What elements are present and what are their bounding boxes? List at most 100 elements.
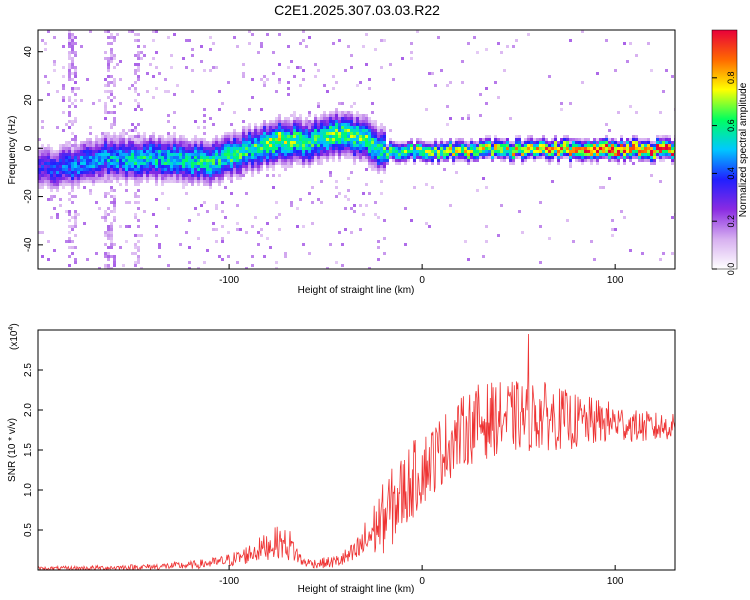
heatmap-cell (230, 180, 233, 183)
heatmap-cell (602, 156, 605, 159)
heatmap-cell (413, 150, 416, 153)
heatmap-cell (110, 33, 113, 36)
heatmap-cell (398, 156, 401, 159)
heatmap-cell (626, 147, 629, 150)
heatmap-cell (254, 156, 257, 159)
heatmap-cell (62, 45, 65, 48)
heatmap-cell (650, 159, 653, 162)
heatmap-cell (602, 141, 605, 144)
heatmap-cell (491, 153, 494, 156)
heatmap-cell (437, 147, 440, 150)
heatmap-cell (326, 153, 329, 156)
heatmap-cell (41, 159, 44, 162)
heatmap-cell (326, 117, 329, 120)
heatmap-cell (188, 144, 191, 147)
heatmap-cell (593, 147, 596, 150)
heatmap-cell (428, 150, 431, 153)
heatmap-cell (335, 132, 338, 135)
heatmap-cell (107, 174, 110, 177)
heatmap-cell (296, 138, 299, 141)
heatmap-cell (362, 129, 365, 132)
heatmap-cell (620, 138, 623, 141)
heatmap-cell (176, 150, 179, 153)
heatmap-cell (77, 171, 80, 174)
heatmap-cell (275, 153, 278, 156)
heatmap-cell (182, 162, 185, 165)
heatmap-cell (53, 177, 56, 180)
heatmap-cell (146, 180, 149, 183)
heatmap-cell (131, 150, 134, 153)
heatmap-cell (158, 138, 161, 141)
heatmap-cell (617, 144, 620, 147)
heatmap-cell (458, 156, 461, 159)
heatmap-cell (590, 162, 593, 165)
heatmap-cell (158, 171, 161, 174)
heatmap-cell (317, 135, 320, 138)
heatmap-cell (173, 174, 176, 177)
heatmap-cell (284, 132, 287, 135)
heatmap-cell (68, 156, 71, 159)
heatmap-cell (371, 144, 374, 147)
heatmap-cell (485, 87, 488, 90)
heatmap-cell (242, 129, 245, 132)
heatmap-cell (194, 153, 197, 156)
heatmap-cell (68, 237, 71, 240)
heatmap-cell (407, 147, 410, 150)
heatmap-cell (122, 135, 125, 138)
heatmap-cell (140, 138, 143, 141)
heatmap-cell (356, 135, 359, 138)
heatmap-cell (107, 42, 110, 45)
heatmap-cell (89, 156, 92, 159)
heatmap-cell (245, 150, 248, 153)
heatmap-cell (278, 174, 281, 177)
heatmap-cell (191, 48, 194, 51)
heatmap-cell (650, 144, 653, 147)
heatmap-cell (302, 126, 305, 129)
heatmap-cell (401, 147, 404, 150)
heatmap-cell (470, 138, 473, 141)
heatmap-cell (437, 153, 440, 156)
heatmap-cell (665, 69, 668, 72)
heatmap-cell (437, 144, 440, 147)
heatmap-cell (173, 168, 176, 171)
heatmap-cell (95, 138, 98, 141)
heatmap-cell (521, 162, 524, 165)
heatmap-cell (452, 144, 455, 147)
heatmap-cell (548, 150, 551, 153)
heatmap-cell (422, 144, 425, 147)
heatmap-cell (329, 156, 332, 159)
heatmap-cell (539, 201, 542, 204)
heatmap-cell (638, 147, 641, 150)
heatmap-cell (71, 78, 74, 81)
heatmap-cell (107, 144, 110, 147)
heatmap-cell (206, 210, 209, 213)
heatmap-cell (293, 144, 296, 147)
heatmap-cell (251, 147, 254, 150)
heatmap-cell (278, 33, 281, 36)
heatmap-cell (80, 141, 83, 144)
heatmap-cell (455, 138, 458, 141)
heatmap-cell (524, 147, 527, 150)
heatmap-cell (500, 144, 503, 147)
heatmap-cell (266, 78, 269, 81)
heatmap-cell (146, 159, 149, 162)
heatmap-cell (68, 246, 71, 249)
heatmap-cell (476, 156, 479, 159)
colorbar-tick-label: 0.6 (726, 119, 736, 132)
heatmap-cell (446, 156, 449, 159)
heatmap-cell (53, 183, 56, 186)
heatmap-cell (335, 129, 338, 132)
colorbar-label: Normalized spectral amplitude (738, 82, 749, 217)
heatmap-cell (401, 156, 404, 159)
heatmap-cell (179, 138, 182, 141)
spectrogram-y-tick-label: -20 (23, 189, 34, 204)
heatmap-cell (458, 141, 461, 144)
heatmap-cell (629, 105, 632, 108)
heatmap-cell (314, 123, 317, 126)
heatmap-cell (71, 33, 74, 36)
heatmap-cell (461, 147, 464, 150)
colorbar-tick-label: 0.0 (726, 263, 736, 276)
heatmap-cell (308, 252, 311, 255)
heatmap-cell (62, 186, 65, 189)
heatmap-cell (605, 141, 608, 144)
